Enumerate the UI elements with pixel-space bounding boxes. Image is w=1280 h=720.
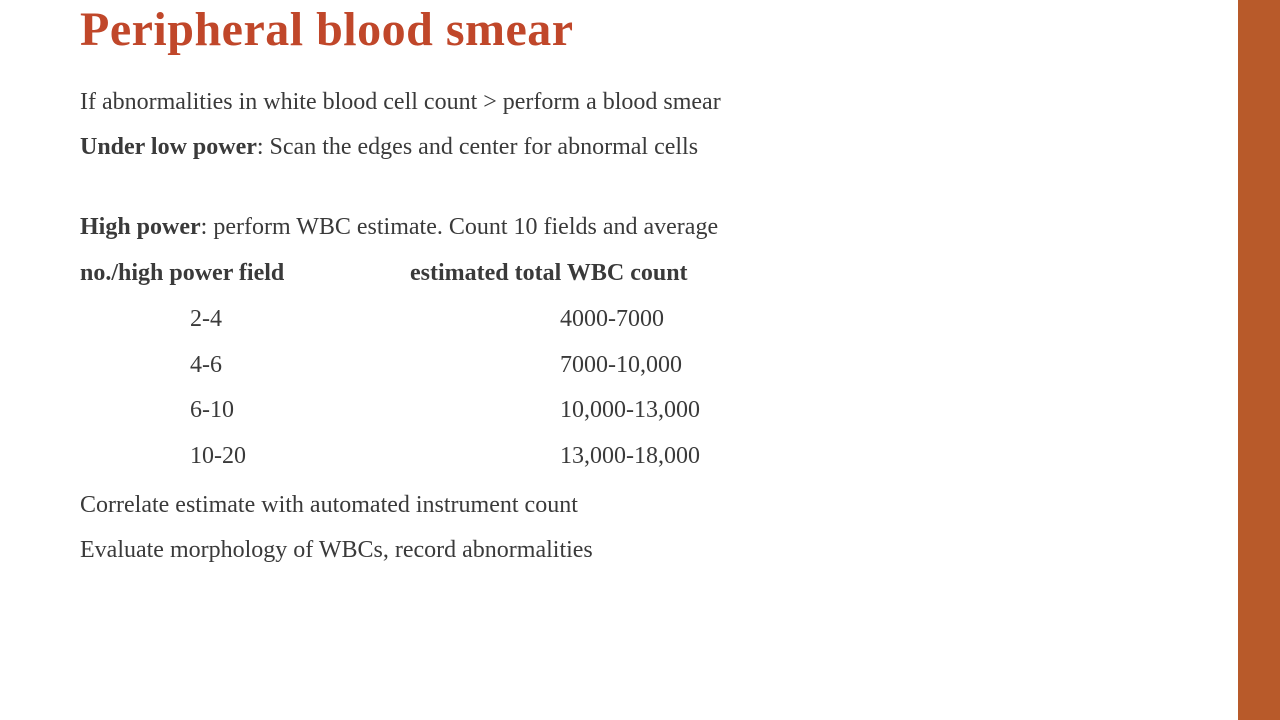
table-row: 2-4 4000-7000 [190, 297, 1158, 343]
cell-hpf: 6-10 [190, 388, 560, 434]
low-power-text: : Scan the edges and center for abnormal… [257, 134, 698, 160]
cell-wbc: 7000-10,000 [560, 343, 1158, 389]
high-power-label: High power [80, 214, 201, 240]
intro-line: If abnormalities in white blood cell cou… [80, 83, 1158, 123]
table-row: 6-10 10,000-13,000 [190, 388, 1158, 434]
slide-body: If abnormalities in white blood cell cou… [80, 83, 1158, 571]
low-power-label: Under low power [80, 134, 257, 160]
table-row: 10-20 13,000-18,000 [190, 434, 1158, 480]
cell-hpf: 2-4 [190, 297, 560, 343]
wbc-table: 2-4 4000-7000 4-6 7000-10,000 6-10 10,00… [190, 297, 1158, 479]
correlate-line: Correlate estimate with automated instru… [80, 486, 1158, 526]
high-power-text: : perform WBC estimate. Count 10 fields … [201, 214, 718, 240]
slide-title: Peripheral blood smear [80, 0, 1158, 57]
table-header: no./high power field estimated total WBC… [80, 254, 1158, 294]
table-header-col1: no./high power field [80, 254, 410, 294]
accent-bar [1238, 0, 1280, 720]
slide-content: Peripheral blood smear If abnormalities … [0, 0, 1238, 571]
low-power-line: Under low power: Scan the edges and cent… [80, 128, 1158, 168]
table-row: 4-6 7000-10,000 [190, 343, 1158, 389]
cell-wbc: 10,000-13,000 [560, 388, 1158, 434]
cell-wbc: 4000-7000 [560, 297, 1158, 343]
table-header-col2: estimated total WBC count [410, 254, 1158, 294]
cell-wbc: 13,000-18,000 [560, 434, 1158, 480]
cell-hpf: 10-20 [190, 434, 560, 480]
cell-hpf: 4-6 [190, 343, 560, 389]
spacer [80, 174, 1158, 208]
evaluate-line: Evaluate morphology of WBCs, record abno… [80, 531, 1158, 571]
high-power-line: High power: perform WBC estimate. Count … [80, 208, 1158, 248]
